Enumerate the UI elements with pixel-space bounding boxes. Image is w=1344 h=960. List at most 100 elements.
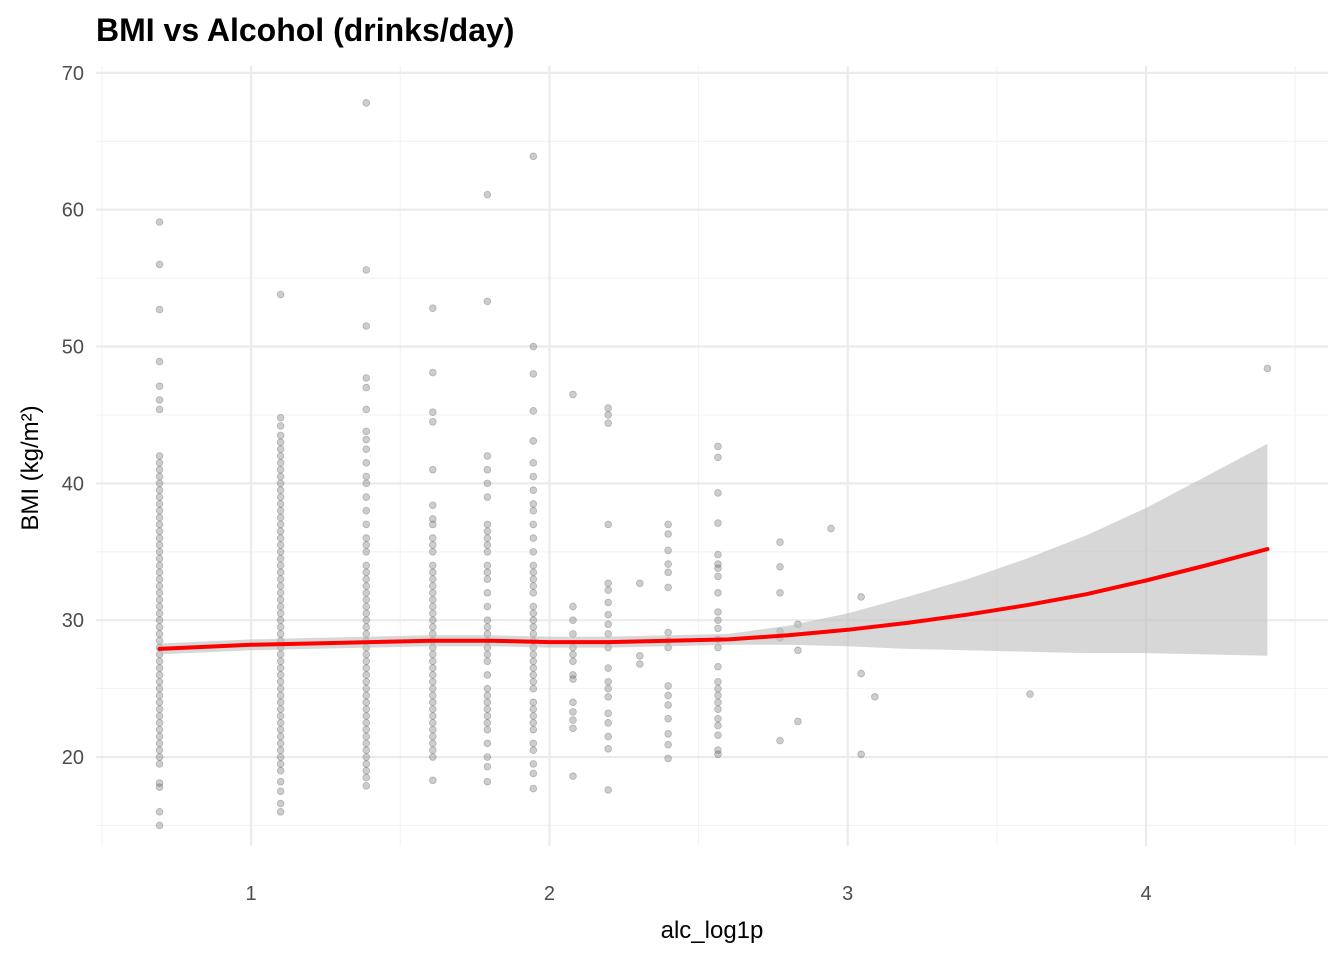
scatter-point: [664, 628, 672, 637]
scatter-point: [362, 746, 371, 755]
scatter-point: [155, 719, 164, 727]
scatter-point: [529, 500, 538, 508]
scatter-point: [155, 705, 164, 713]
scatter-point: [428, 534, 437, 542]
scatter-point: [483, 705, 492, 713]
scatter-point: [276, 650, 285, 659]
x-tick-labels: 1 2 3 4: [246, 883, 1152, 905]
scatter-point: [155, 671, 164, 679]
scatter-point: [529, 342, 538, 351]
scatter-point: [483, 534, 492, 542]
scatter-point: [664, 520, 672, 529]
scatter-point: [604, 411, 612, 419]
scatter-point: [155, 657, 164, 666]
scatter-point: [529, 705, 538, 713]
scatter-point: [529, 616, 538, 625]
scatter-point: [604, 745, 612, 753]
scatter-point: [428, 547, 437, 556]
scatter-point: [276, 609, 285, 618]
scatter-point: [428, 541, 437, 549]
scatter-point: [664, 583, 672, 592]
scatter-point: [604, 630, 612, 638]
scatter-point: [276, 431, 285, 440]
scatter-point: [276, 459, 285, 467]
scatter-point: [604, 520, 612, 529]
scatter-point: [155, 520, 164, 529]
scatter-point: [714, 624, 722, 633]
scatter-point: [483, 657, 492, 666]
scatter-point: [155, 561, 164, 570]
scatter-point: [664, 560, 672, 568]
scatter-point: [428, 368, 437, 377]
scatter-point: [362, 781, 371, 790]
scatter-point: [604, 684, 612, 693]
scatter-point: [428, 408, 437, 417]
scatter-point: [483, 297, 492, 306]
scatter-point: [714, 714, 722, 723]
scatter-point: [155, 506, 164, 515]
scatter-point: [529, 712, 538, 720]
scatter-point: [714, 721, 722, 730]
scatter-point: [569, 724, 577, 733]
scatter-point: [483, 465, 492, 474]
scatter-point: [714, 616, 722, 625]
scatter-point: [276, 684, 285, 693]
scatter-point: [857, 669, 865, 678]
scatter-point: [155, 630, 164, 638]
scatter-point: [276, 698, 285, 707]
scatter-point: [794, 646, 802, 655]
scatter-point: [483, 520, 492, 529]
scatter-point: [714, 750, 722, 759]
scatter-point: [362, 472, 371, 481]
scatter-point: [276, 486, 285, 495]
scatter-point: [276, 712, 285, 720]
scatter-point: [483, 527, 492, 536]
y-tick-label: 50: [62, 337, 84, 359]
scatter-point: [664, 714, 672, 723]
y-tick-label: 40: [62, 473, 84, 495]
scatter-point: [276, 760, 285, 768]
major-gridlines: [96, 66, 1328, 846]
x-tick-label: 1: [246, 883, 257, 905]
scatter-point: [794, 717, 802, 726]
scatter-point: [483, 725, 492, 734]
scatter-point: [664, 568, 672, 577]
scatter-point: [276, 506, 285, 515]
scatter-point: [569, 650, 577, 659]
scatter-point: [276, 623, 285, 631]
scatter-point: [155, 486, 164, 495]
scatter-point: [569, 616, 577, 625]
scatter-point: [155, 382, 164, 391]
scatter-point: [604, 620, 612, 629]
scatter-point: [714, 684, 722, 693]
scatter-point: [428, 671, 437, 679]
scatter-point: [155, 732, 164, 741]
scatter-point: [428, 677, 437, 686]
scatter-point: [529, 760, 538, 768]
scatter-point: [155, 684, 164, 693]
scatter-point: [155, 691, 164, 700]
y-tick-label: 30: [62, 610, 84, 632]
scatter-point: [664, 754, 672, 763]
scatter-point: [362, 99, 371, 107]
scatter-point: [428, 746, 437, 755]
scatter-point: [362, 561, 371, 570]
scatter-point: [529, 568, 538, 577]
scatter-point: [714, 698, 722, 707]
scatter-point: [276, 452, 285, 460]
scatter-point: [155, 405, 164, 414]
scatter-point: [529, 582, 538, 590]
scatter-point: [155, 760, 164, 768]
scatter-point: [428, 515, 437, 523]
scatter-point: [362, 383, 371, 392]
scatter-point: [362, 575, 371, 583]
scatter-point: [483, 616, 492, 625]
fit-line: [157, 547, 1270, 651]
scatter-point: [362, 568, 371, 577]
scatter-point: [428, 417, 437, 426]
scatter-point: [155, 779, 164, 787]
scatter-point: [428, 520, 437, 529]
scatter-point: [428, 691, 437, 700]
scatter-point: [664, 691, 672, 700]
scatter-point: [604, 786, 612, 794]
